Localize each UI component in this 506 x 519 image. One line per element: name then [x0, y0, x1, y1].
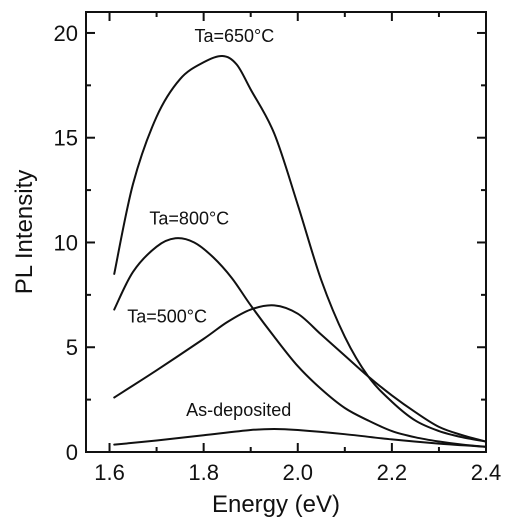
series-label-1: Ta=800°C: [149, 208, 229, 228]
series-layer: [113, 54, 487, 448]
series-label-2: Ta=500°C: [127, 307, 207, 327]
series-line-1: [113, 237, 487, 448]
series-line-2: [113, 304, 487, 443]
axes-layer: 1.6 1.8 2.0 2.2 2.4 0 5 10 15 20 Energy (eV) PL Int…: [11, 11, 502, 518]
x-tick-label: 1.8: [188, 460, 219, 485]
y-tick-label: 20: [54, 21, 78, 46]
y-axis-title: PL Intensity: [11, 170, 38, 295]
y-tick-label: 15: [54, 126, 78, 151]
y-tick-label: 0: [66, 440, 78, 465]
x-tick-label: 2.0: [282, 460, 313, 485]
labels-layer: Ta=650°C Ta=800°C Ta=500°C As-deposited: [127, 26, 291, 420]
plot-frame: [85, 11, 487, 453]
series-line-3: [113, 427, 487, 448]
y-tick-label: 5: [66, 335, 78, 360]
series-line-0: [113, 54, 487, 443]
series-label-3: As-deposited: [186, 400, 291, 420]
x-axis-title: Energy (eV): [212, 491, 340, 518]
x-tick-label: 2.2: [377, 460, 408, 485]
y-tick-label: 10: [54, 230, 78, 255]
x-tick-label: 1.6: [94, 460, 125, 485]
series-label-0: Ta=650°C: [194, 26, 274, 46]
x-tick-label: 2.4: [471, 460, 502, 485]
